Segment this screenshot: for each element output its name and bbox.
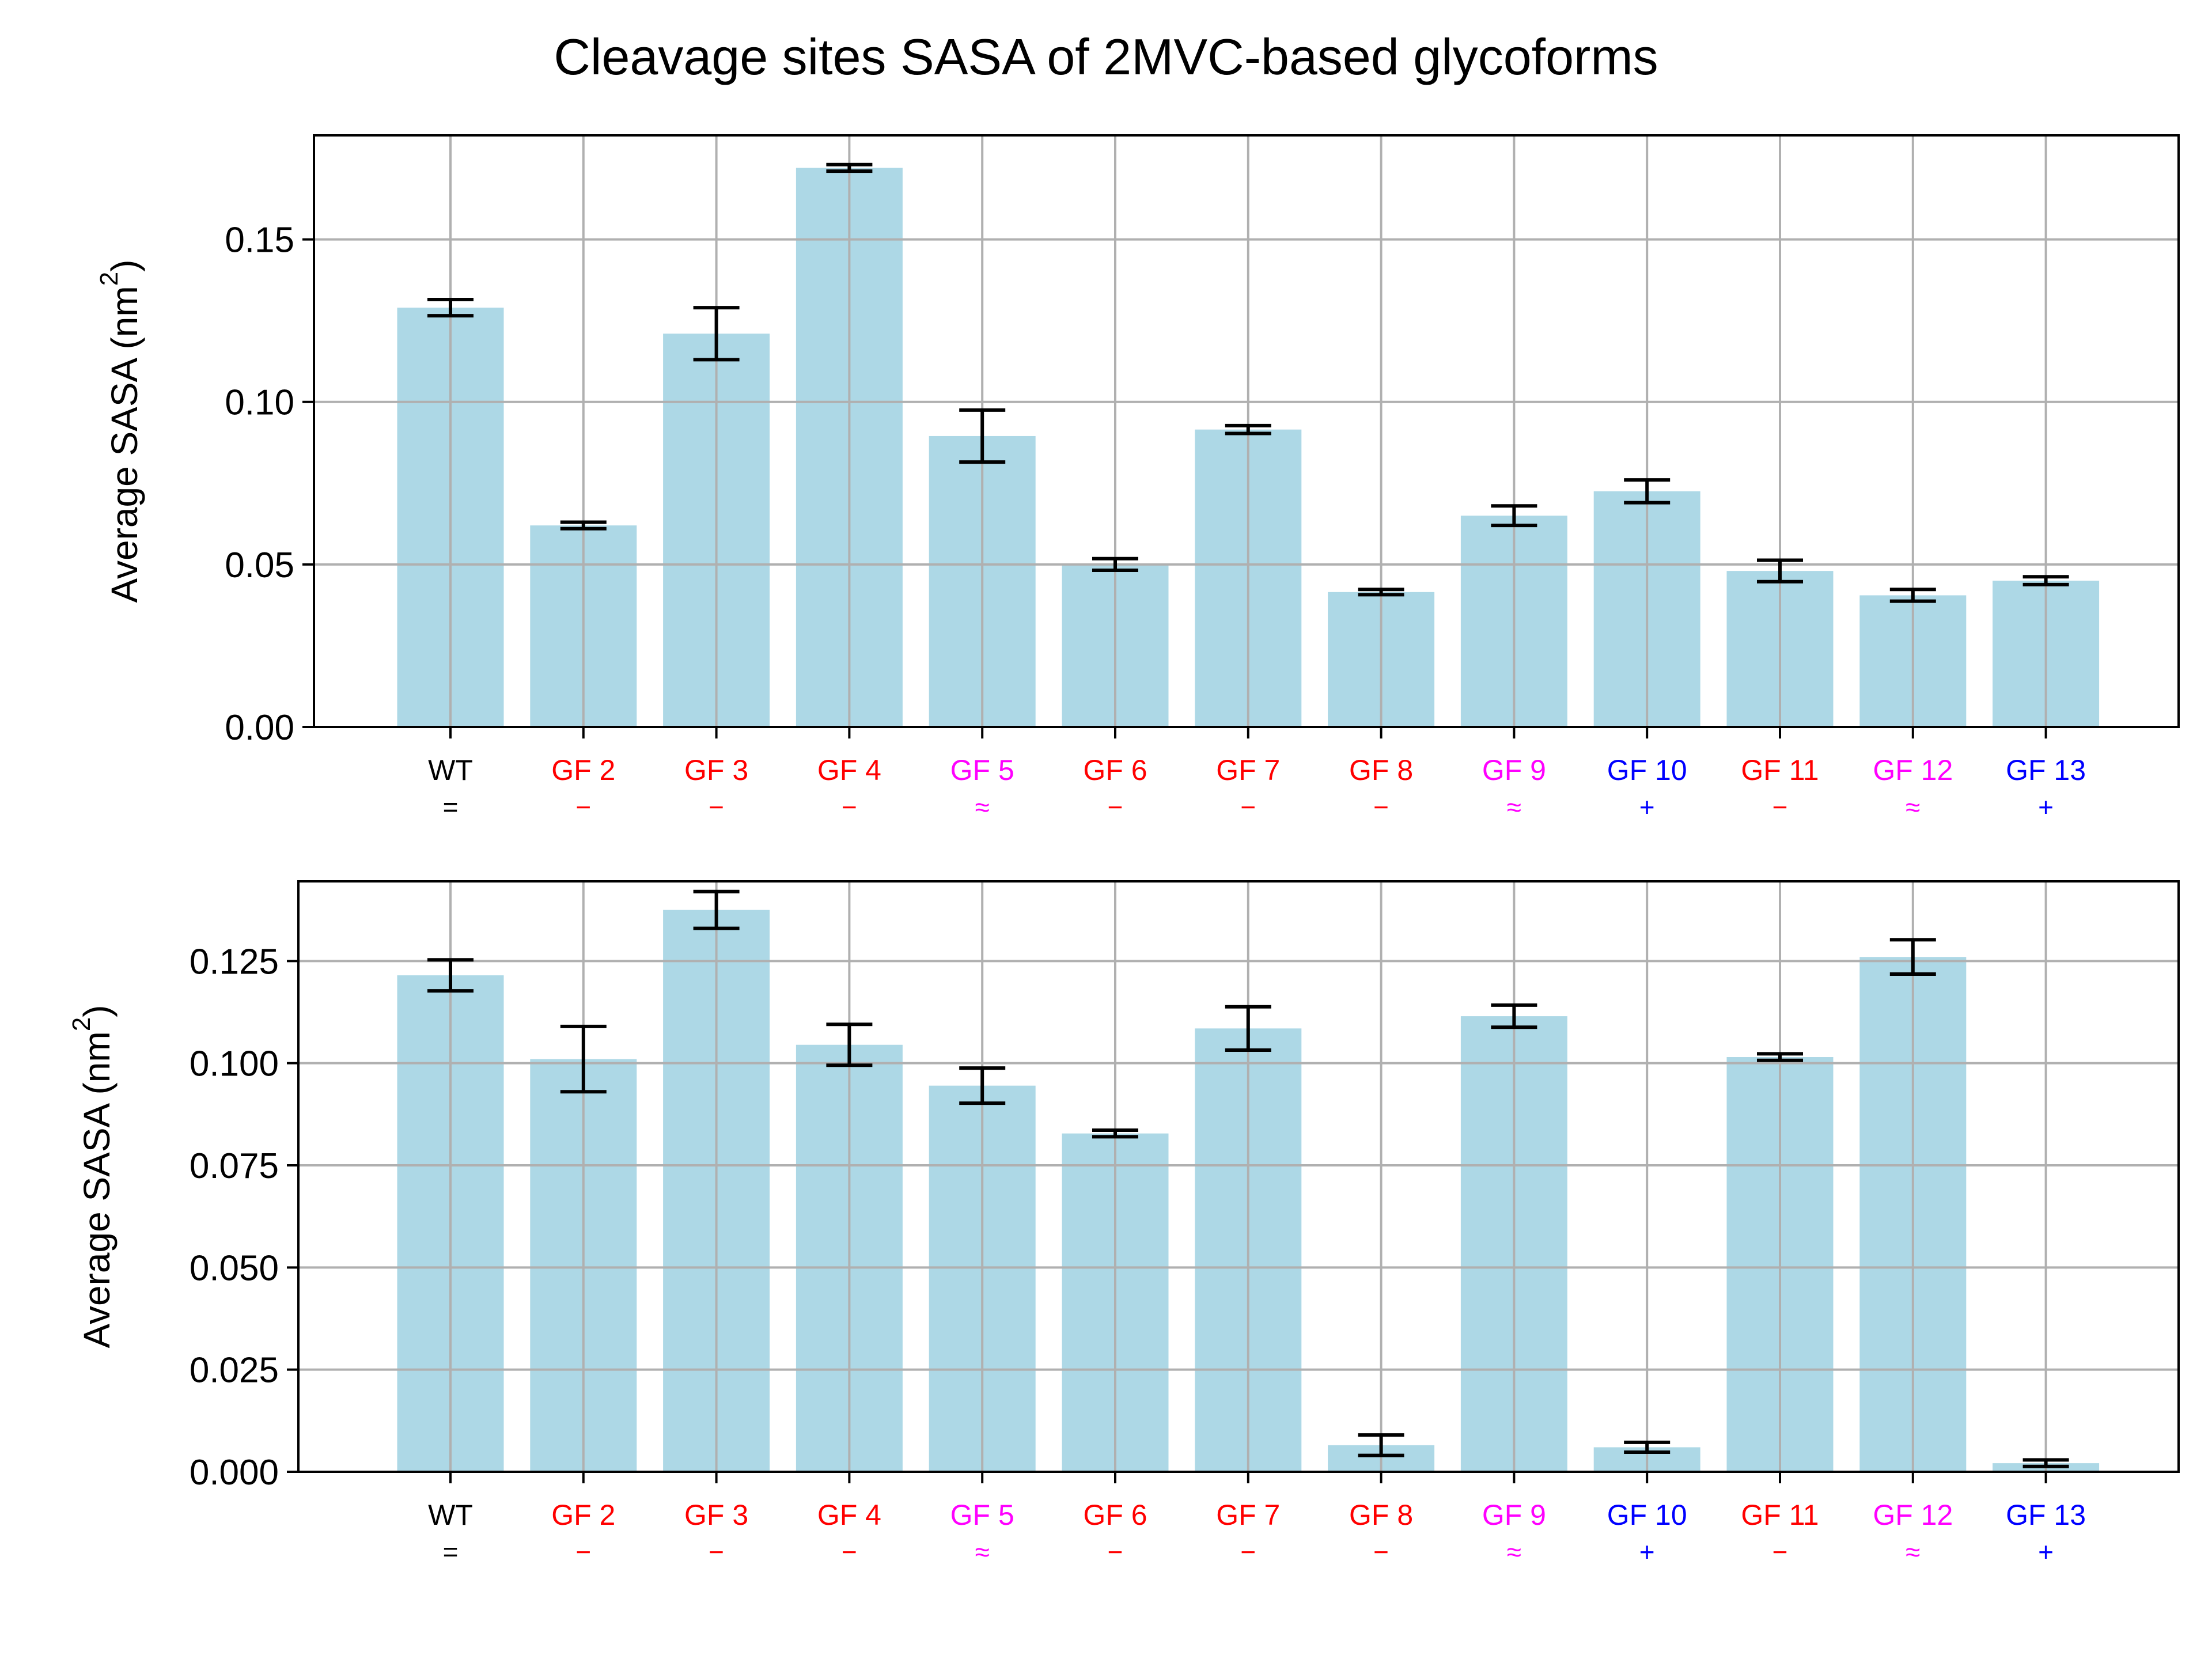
xtick-label-1-8: GF 9 [1482,1499,1546,1531]
ytick-label-1-0: 0.000 [190,1453,279,1493]
ytick-label-0-0: 0.00 [225,708,294,748]
xtick-label-1-12: GF 13 [2006,1499,2086,1531]
ytick-label-1-3: 0.075 [190,1146,279,1186]
xtick-mark-0-2: − [709,792,724,822]
ytick-label-0-1: 0.05 [225,546,294,585]
xtick-label-1-1: GF 2 [551,1499,615,1531]
xtick-mark-0-10: − [1772,792,1788,822]
xtick-label-0-5: GF 6 [1083,754,1147,786]
xtick-mark-0-8: ≈ [1507,792,1521,822]
xtick-mark-0-7: − [1373,792,1389,822]
xtick-label-0-7: GF 8 [1349,754,1413,786]
xtick-mark-0-12: + [2038,792,2054,822]
xtick-mark-0-6: − [1240,792,1256,822]
xtick-mark-1-12: + [2038,1537,2054,1567]
xtick-mark-1-2: − [709,1537,724,1567]
ytick-label-0-2: 0.10 [225,383,294,423]
xtick-label-1-11: GF 12 [1873,1499,1953,1531]
xtick-label-0-11: GF 12 [1873,754,1953,786]
ylabel-1: Average SASA (nm2) [67,1005,118,1348]
xtick-mark-1-8: ≈ [1507,1537,1521,1567]
xtick-mark-0-0: = [443,792,459,822]
xtick-mark-1-3: − [842,1537,857,1567]
xtick-label-1-7: GF 8 [1349,1499,1413,1531]
ytick-label-0-3: 0.15 [225,221,294,260]
xtick-label-1-0: WT [428,1499,473,1531]
xtick-label-0-3: GF 4 [817,754,881,786]
xtick-mark-0-1: − [575,792,591,822]
xtick-mark-1-5: − [1108,1537,1123,1567]
xtick-label-1-2: GF 3 [684,1499,748,1531]
xtick-mark-1-6: − [1240,1537,1256,1567]
xtick-mark-0-9: + [1639,792,1655,822]
xtick-label-1-4: GF 5 [950,1499,1014,1531]
xtick-label-0-12: GF 13 [2006,754,2086,786]
ylabel-text-1: Average SASA (nm2) [67,1005,118,1348]
ylabel-0: Average SASA (nm2) [95,259,145,603]
xtick-label-0-4: GF 5 [950,754,1014,786]
figure-title: Cleavage sites SASA of 2MVC-based glycof… [554,28,1658,85]
xtick-label-0-9: GF 10 [1607,754,1687,786]
xtick-mark-1-11: ≈ [1906,1537,1920,1567]
ylabel-text-0: Average SASA (nm2) [95,259,145,603]
xtick-label-1-5: GF 6 [1083,1499,1147,1531]
xtick-mark-1-10: − [1772,1537,1788,1567]
xtick-mark-1-9: + [1639,1537,1655,1567]
axes-frame-1 [297,880,2180,1473]
axes-frame-0 [313,134,2180,728]
xtick-label-0-2: GF 3 [684,754,748,786]
xtick-label-1-3: GF 4 [817,1499,881,1531]
ytick-label-1-4: 0.100 [190,1044,279,1084]
xtick-mark-1-7: − [1373,1537,1389,1567]
xtick-label-0-1: GF 2 [551,754,615,786]
xtick-mark-0-3: − [842,792,857,822]
xtick-mark-0-11: ≈ [1906,792,1920,822]
xtick-label-0-6: GF 7 [1216,754,1280,786]
xtick-label-0-10: GF 11 [1741,754,1819,786]
xtick-label-1-9: GF 10 [1607,1499,1687,1531]
xtick-mark-0-4: ≈ [975,792,990,822]
ytick-label-1-1: 0.025 [190,1351,279,1391]
ytick-label-1-2: 0.050 [190,1248,279,1288]
xtick-mark-1-0: = [443,1537,459,1567]
xtick-label-1-10: GF 11 [1741,1499,1819,1531]
xtick-label-1-6: GF 7 [1216,1499,1280,1531]
xtick-mark-1-1: − [575,1537,591,1567]
xtick-label-0-8: GF 9 [1482,754,1546,786]
xtick-label-0-0: WT [428,754,473,786]
xtick-mark-1-4: ≈ [975,1537,990,1567]
ytick-label-1-5: 0.125 [190,942,279,982]
xtick-mark-0-5: − [1108,792,1123,822]
